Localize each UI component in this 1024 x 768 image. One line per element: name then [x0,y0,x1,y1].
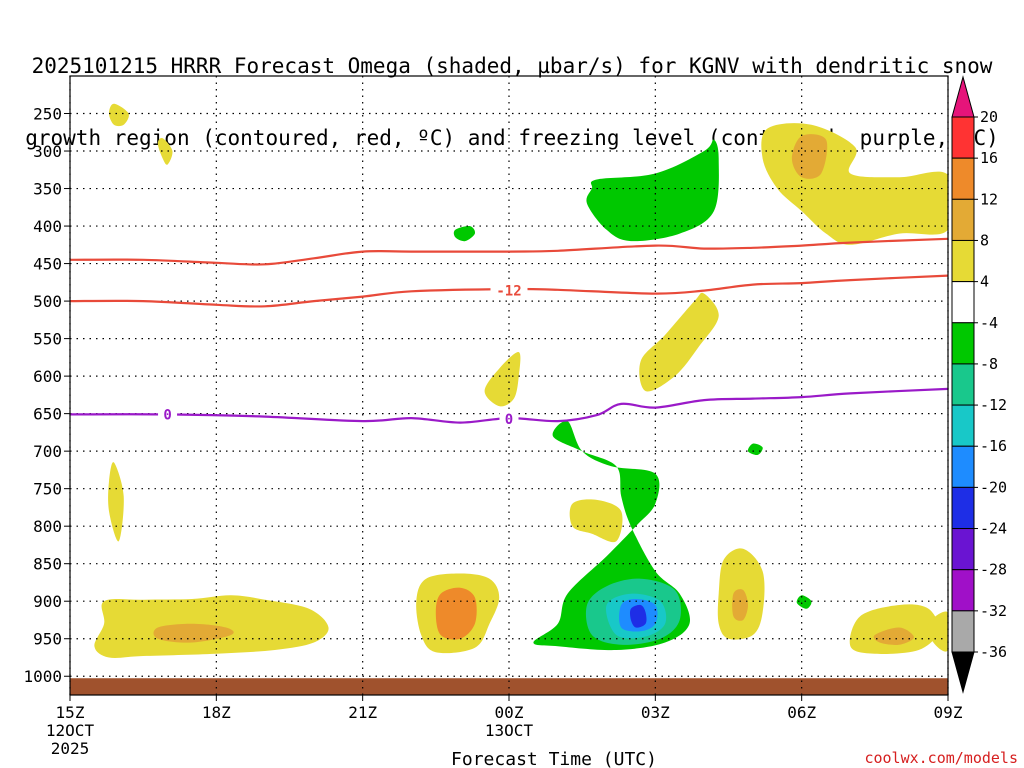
omega-region [157,138,173,165]
colorbar-swatch [951,322,975,365]
omega-shading [94,103,948,659]
contour-label: 0 [163,407,171,423]
colorbar-label: -32 [980,602,1007,620]
colorbar-label: -16 [980,437,1007,455]
contour-dendritic-upper [69,237,949,266]
y-tick-label: 550 [33,330,62,349]
omega-region [435,587,477,640]
y-tick-label: 850 [33,555,62,574]
colorbar-swatch [951,610,975,653]
colorbar-swatch [951,404,975,447]
colorbar-swatch [951,239,975,283]
y-tick-label: 400 [33,217,62,236]
omega-region [586,139,719,242]
omega-region [747,443,763,455]
colorbar-label: -12 [980,396,1007,414]
title-line-1: 2025101215 HRRR Forecast Omega (shaded, … [31,54,993,78]
colorbar-label: 4 [980,273,989,291]
colorbar-swatch [951,528,975,571]
x-tick-year: 2025 [51,739,90,758]
y-tick-label: 300 [33,142,62,161]
omega-region [484,352,521,407]
x-tick-label: 03Z [641,703,670,722]
contour-lines: -12 0 0 [69,237,949,428]
colorbar-swatch [951,157,975,200]
y-tick-label: 800 [33,517,62,536]
x-tick-date: 12OCT [46,721,95,740]
y-tick-label: 900 [33,592,62,611]
y-tick-label: 350 [33,180,62,199]
contour-label-bg [490,282,528,299]
colorbar-label: -36 [980,643,1007,661]
x-tick-label: 00Z [495,703,524,722]
omega-region [873,627,914,645]
colorbar-label: -4 [980,314,998,332]
colorbar-swatch [951,363,975,406]
colorbar-label: -24 [980,520,1007,538]
omega-region [927,611,948,652]
contour-freezing-level [69,387,949,424]
omega-region [796,595,812,609]
colorbar-label: 16 [980,149,998,167]
colorbar-swatch [951,445,975,488]
contour-label: 0 [505,412,513,428]
colorbar-swatch [951,281,975,324]
y-tick-label: 750 [33,480,62,499]
y-axis: 250 300 350 400 450 500 550 600 650 700 750 800 850 9… [23,105,70,686]
omega-region [629,604,647,628]
plot-frame [69,75,949,696]
colorbar-swatch [951,198,975,241]
x-axis-label: Forecast Time (UTC) [451,749,657,768]
colorbar-swatch [951,116,975,159]
colorbar-label: 20 [980,108,998,126]
y-tick-label: 950 [33,630,62,649]
omega-region [109,103,129,127]
y-tick-label: 500 [33,292,62,311]
y-tick-label: 1000 [23,667,62,686]
omega-region [791,134,828,179]
y-tick-label: 250 [33,105,62,124]
colorbar-label: -28 [980,561,1007,579]
chart-title: 2025101215 HRRR Forecast Omega (shaded, … [0,6,1024,174]
omega-region [569,499,623,543]
x-tick-label: 21Z [348,703,377,722]
colorbar-label: -20 [980,478,1007,496]
y-tick-label: 600 [33,367,62,386]
omega-region [453,225,476,242]
x-tick-date: 13OCT [485,721,534,740]
y-tick-label: 450 [33,255,62,274]
y-tick-label: 700 [33,442,62,461]
colorbar-under-triangle [951,651,975,694]
omega-region [732,589,748,621]
omega-region [108,462,124,542]
colorbar-over-triangle [951,75,975,118]
y-tick-label: 650 [33,405,62,424]
x-tick-label: 06Z [787,703,816,722]
contour-label-bg [499,410,519,427]
x-tick-label: 09Z [934,703,963,722]
ground-bar [70,678,948,695]
colorbar-swatch [951,486,975,530]
credit-link[interactable]: coolwx.com/models [864,749,1018,767]
contour-label: -12 [496,284,521,300]
colorbar-label: 12 [980,190,998,208]
contour-label-bg [158,406,178,423]
x-tick-label: 15Z [56,703,85,722]
omega-region [639,292,719,392]
x-tick-label: 18Z [202,703,231,722]
omega-region [153,623,234,643]
ground-layer [70,678,948,695]
colorbar-label: -8 [980,355,998,373]
colorbar-label: 8 [980,231,989,249]
colorbar-swatch [951,569,975,612]
colorbar: 20 16 12 8 4 -4 -8 -12 -16 -20 -24 -28 -32 -36 [951,75,1007,694]
